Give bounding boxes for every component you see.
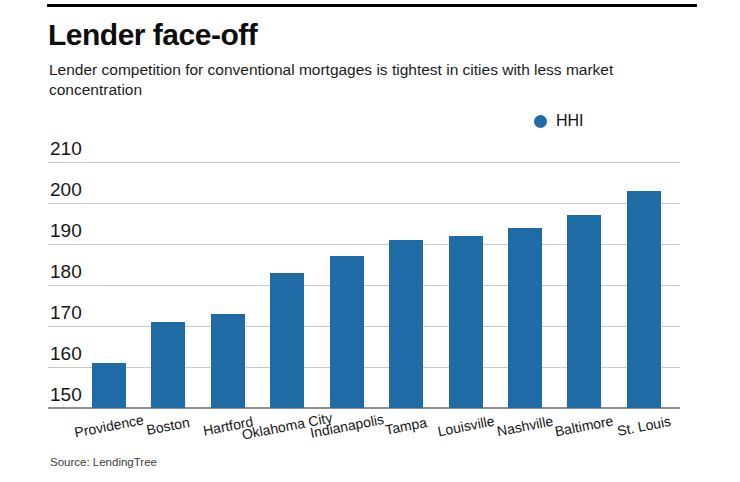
- y-axis-tick-label: 200: [50, 179, 82, 201]
- y-axis-tick-label: 190: [50, 220, 82, 242]
- source-note: Source: LendingTree: [50, 456, 157, 468]
- x-axis-category-label: St. Louis: [616, 413, 673, 439]
- bar: [270, 273, 304, 408]
- bar: [508, 228, 542, 408]
- gridline: [48, 203, 680, 204]
- bar: [151, 322, 185, 408]
- x-axis-category-label: Boston: [145, 414, 191, 438]
- y-axis-tick-label: 210: [50, 138, 82, 160]
- bar: [211, 314, 245, 408]
- y-axis-tick-label: 160: [50, 343, 82, 365]
- x-axis-category-label: Tampa: [384, 414, 428, 438]
- bar: [92, 363, 126, 408]
- gridline: [48, 162, 680, 163]
- bar: [567, 215, 601, 408]
- bar: [330, 256, 364, 408]
- x-axis-category-label: Louisville: [436, 413, 496, 440]
- bar: [449, 236, 483, 408]
- x-axis-category-label: Nashville: [496, 413, 555, 440]
- y-axis-tick-label: 180: [50, 261, 82, 283]
- bar: [627, 191, 661, 408]
- bar: [389, 240, 423, 408]
- y-axis-tick-label: 150: [50, 384, 82, 406]
- x-axis-category-label: Providence: [73, 411, 145, 440]
- chart: 210200190180170160150ProvidenceBostonHar…: [0, 0, 740, 482]
- x-axis-category-label: Baltimore: [554, 413, 615, 440]
- y-axis-tick-label: 170: [50, 302, 82, 324]
